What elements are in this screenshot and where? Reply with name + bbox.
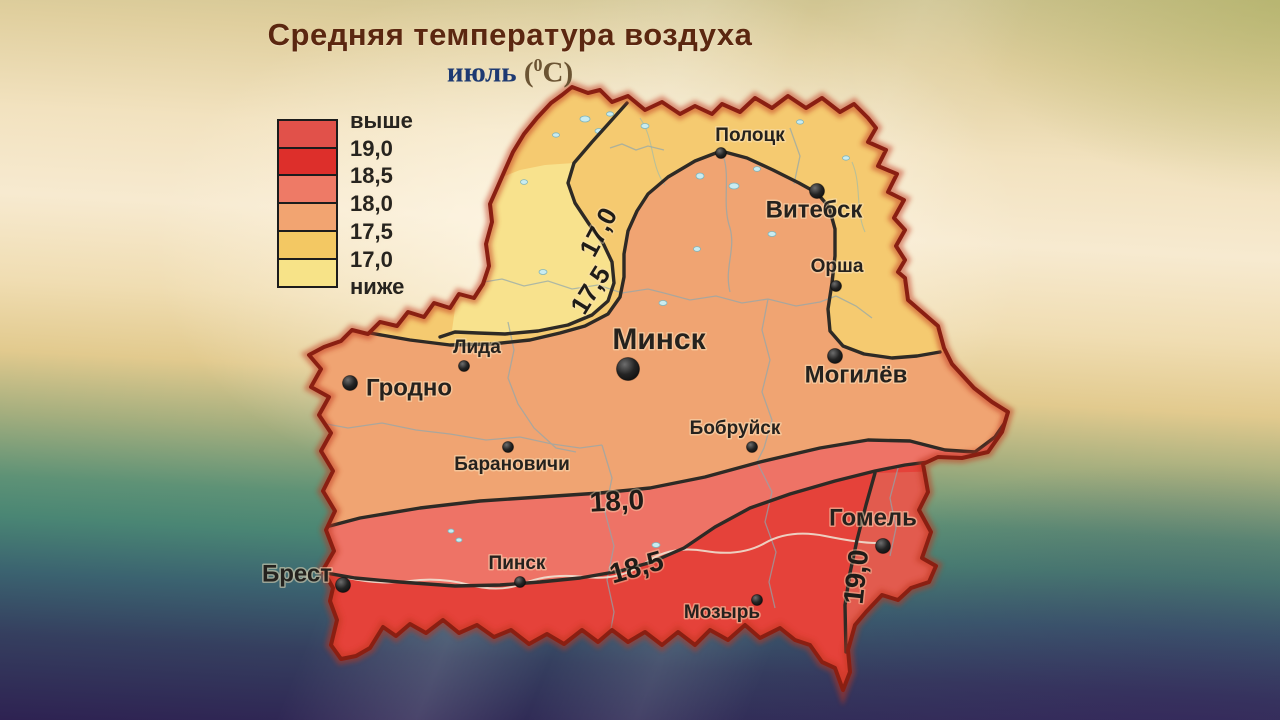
legend-box-3 — [277, 202, 338, 233]
city-dot — [342, 375, 358, 391]
city-label: Бобруйск — [690, 418, 781, 439]
legend-label-1: 19,0 — [350, 135, 393, 161]
city-label: Мозырь — [684, 602, 760, 623]
isotherm-17-5 — [368, 149, 942, 360]
city-label: Полоцк — [715, 125, 785, 146]
lakes — [447, 111, 850, 548]
city-dot — [830, 280, 842, 292]
city-dot — [875, 538, 891, 554]
city-dot — [809, 183, 825, 199]
admin-boundaries — [315, 127, 899, 641]
legend-label-5: 17,0 — [350, 246, 393, 272]
city-dot — [502, 441, 514, 453]
city-label: Лида — [453, 337, 501, 358]
city-dot — [751, 594, 763, 606]
city-Могилёв: Могилёв — [803, 348, 909, 390]
city-Лида: Лида — [452, 336, 503, 372]
legend-box-0 — [277, 119, 338, 150]
city-Орша: Орша — [809, 255, 865, 292]
city-dot — [616, 357, 640, 381]
city-dot — [746, 441, 758, 453]
isotherm-label-19,0: 19,0 — [838, 548, 875, 605]
city-label: Пинск — [489, 553, 546, 574]
city-label: Брест — [262, 560, 332, 587]
city-label: Барановичи — [454, 454, 570, 475]
city-label: Витебск — [766, 196, 864, 223]
city-label: Могилёв — [805, 361, 908, 388]
isotherm-18-0 — [320, 416, 1008, 530]
city-Минск: Минск — [611, 321, 708, 381]
isotherm-17-0 — [438, 101, 629, 339]
city-Бобруйск: Бобруйск — [688, 417, 782, 453]
city-label: Орша — [811, 256, 864, 277]
legend-label-4: 17,5 — [350, 218, 393, 244]
legend-label-0: выше — [350, 108, 413, 133]
legend-box-5 — [277, 257, 338, 288]
isotherm-18-5 — [318, 460, 930, 588]
legend-label-3: 18,0 — [350, 191, 393, 217]
isotherm-label-18,0: 18,0 — [589, 484, 645, 518]
legend-label-2: 18,5 — [350, 163, 393, 189]
city-Гомель: Гомель — [828, 503, 918, 554]
legend-box-2 — [277, 174, 338, 205]
isotherm-lines — [318, 101, 1008, 654]
city-Полоцк: Полоцк — [714, 124, 787, 159]
city-Барановичи: Барановичи — [453, 441, 571, 477]
city-Пинск: Пинск — [487, 552, 547, 588]
legend-label-6: ниже — [350, 274, 405, 300]
legend-box-4 — [277, 229, 338, 261]
legend-box-1 — [277, 146, 338, 177]
city-dot — [514, 576, 526, 588]
city-dot — [335, 577, 351, 593]
city-dot — [458, 360, 470, 372]
city-dot — [827, 348, 843, 364]
city-Гродно: Гродно — [342, 373, 454, 403]
city-dot — [715, 147, 727, 159]
isotherm-19-0 — [843, 471, 877, 654]
city-Витебск: Витебск — [764, 183, 865, 225]
city-label: Гродно — [366, 374, 452, 401]
city-label: Минск — [612, 323, 706, 356]
city-label: Гомель — [829, 504, 917, 531]
city-Мозырь: Мозырь — [682, 594, 763, 625]
city-Брест: Брест — [260, 559, 351, 593]
